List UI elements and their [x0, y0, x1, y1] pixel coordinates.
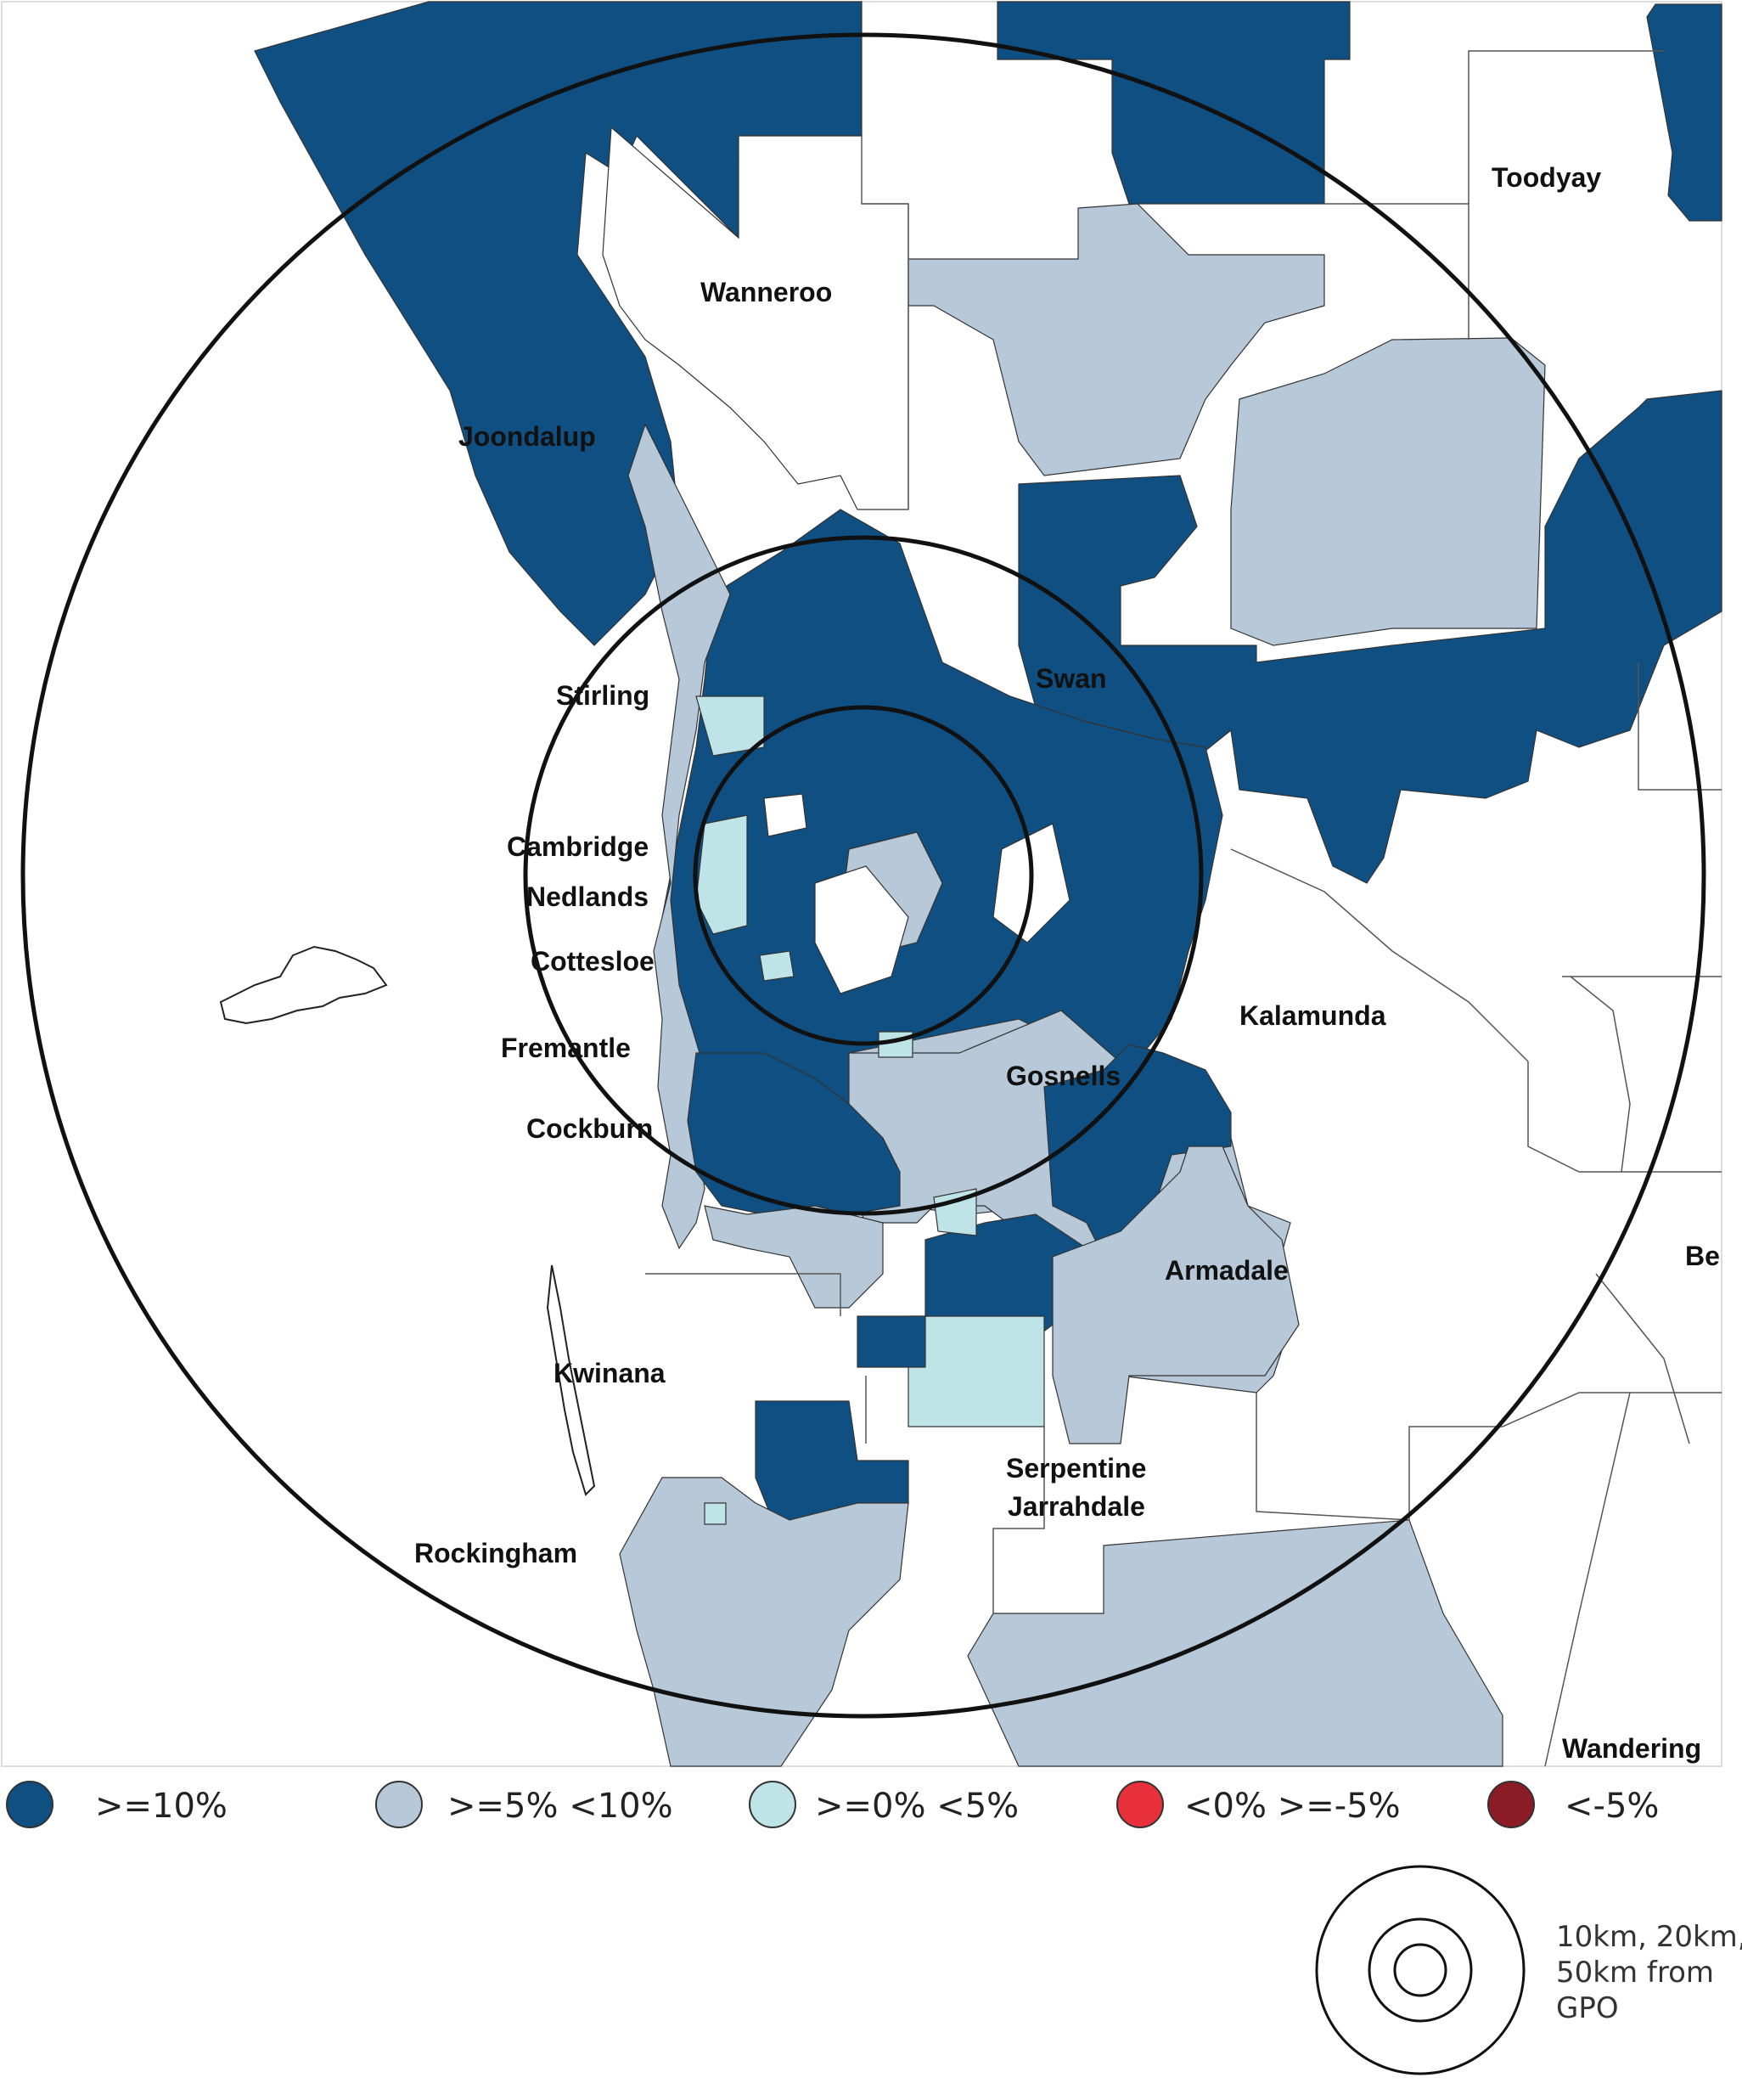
region-north-east [997, 1, 1351, 205]
region-stirling-pale [695, 695, 765, 757]
region-swan-north-light [908, 203, 1325, 476]
distance-key-line2: 50km from [1556, 1956, 1714, 1990]
label-nedlands: Nedlands [526, 881, 649, 912]
kings-park [763, 793, 807, 837]
label-wanneroo: Wanneroo [700, 277, 832, 307]
label-gosnells: Gosnells [1006, 1061, 1121, 1091]
region-armadale-light [1052, 1146, 1300, 1444]
key-ring-20km [1368, 1917, 1473, 2023]
label-wandering: Wandering [1562, 1733, 1701, 1764]
legend-swatch-lt5 [1487, 1781, 1535, 1828]
legend-label-ge0: >=0% <5% [815, 1787, 1019, 1826]
label-beverley: Be [1685, 1241, 1720, 1271]
lga-boundaries [645, 50, 1722, 1767]
legend-swatch-lt0 [1116, 1781, 1164, 1828]
legend-label-lt5: <-5% [1565, 1787, 1659, 1826]
distance-key-line1: 10km, 20km, [1556, 1920, 1742, 1954]
label-kalamunda: Kalamunda [1239, 1000, 1386, 1031]
label-toodyay: Toodyay [1492, 162, 1601, 193]
label-cottesloe: Cottesloe [531, 946, 655, 977]
label-joondalup: Joondalup [458, 421, 596, 452]
label-stirling: Stirling [556, 680, 649, 711]
label-cockburn: Cockburn [526, 1113, 653, 1144]
label-kwinana: Kwinana [554, 1358, 666, 1388]
swan-river-basin [814, 865, 909, 994]
label-cambridge: Cambridge [507, 831, 649, 862]
distance-key-line3: GPO [1556, 1991, 1619, 2025]
ring-10km [693, 705, 1034, 1046]
region-central-pale-1 [759, 950, 795, 982]
label-fremantle: Fremantle [501, 1033, 631, 1063]
label-swan: Swan [1036, 663, 1107, 694]
region-serpentine-light [967, 1519, 1503, 1767]
region-rockingham-pale [704, 1502, 727, 1525]
rottnest-island [219, 945, 388, 1025]
place-labels: Toodyay Wanneroo Joondalup Stirling Swan… [414, 162, 1720, 1764]
region-west-coast-light [627, 423, 731, 1250]
legend-label-ge10: >=10% [95, 1787, 228, 1826]
region-cambridge-pale [695, 814, 748, 935]
distance-rings [20, 32, 1706, 1719]
legend: >=10% >=5% <10% >=0% <5% <0% >=-5% <-5% [6, 1781, 1659, 1828]
ring-20km [523, 535, 1204, 1216]
legend-swatch-ge10 [6, 1781, 53, 1828]
key-ring-50km [1315, 1865, 1526, 2075]
legend-swatch-ge0 [749, 1781, 796, 1828]
region-kwinana-pale [908, 1315, 1045, 1427]
ring-50km [20, 32, 1706, 1719]
region-far-north-east [1646, 3, 1722, 222]
legend-swatch-ge5 [375, 1781, 423, 1828]
region-kwinana-dark [857, 1315, 926, 1368]
key-ring-10km [1393, 1943, 1447, 1997]
label-rockingham: Rockingham [414, 1538, 577, 1568]
legend-label-ge5: >=5% <10% [447, 1787, 673, 1826]
label-armadale: Armadale [1165, 1255, 1289, 1286]
region-rockingham-light [619, 1477, 909, 1767]
region-armadale-pale [933, 1188, 977, 1236]
region-swan-east-light [1230, 337, 1546, 646]
label-serpentine: Serpentine [1006, 1453, 1146, 1484]
region-cockburn-dark [687, 1052, 901, 1215]
legend-label-lt0: <0% >=-5% [1184, 1787, 1401, 1826]
region-cockburn-light [704, 1205, 884, 1309]
region-wanneroo [602, 126, 909, 510]
distance-key: 10km, 20km, 50km from GPO [1315, 1865, 1742, 2075]
label-jarrahdale: Jarrahdale [1008, 1491, 1145, 1522]
garden-island [546, 1264, 596, 1496]
